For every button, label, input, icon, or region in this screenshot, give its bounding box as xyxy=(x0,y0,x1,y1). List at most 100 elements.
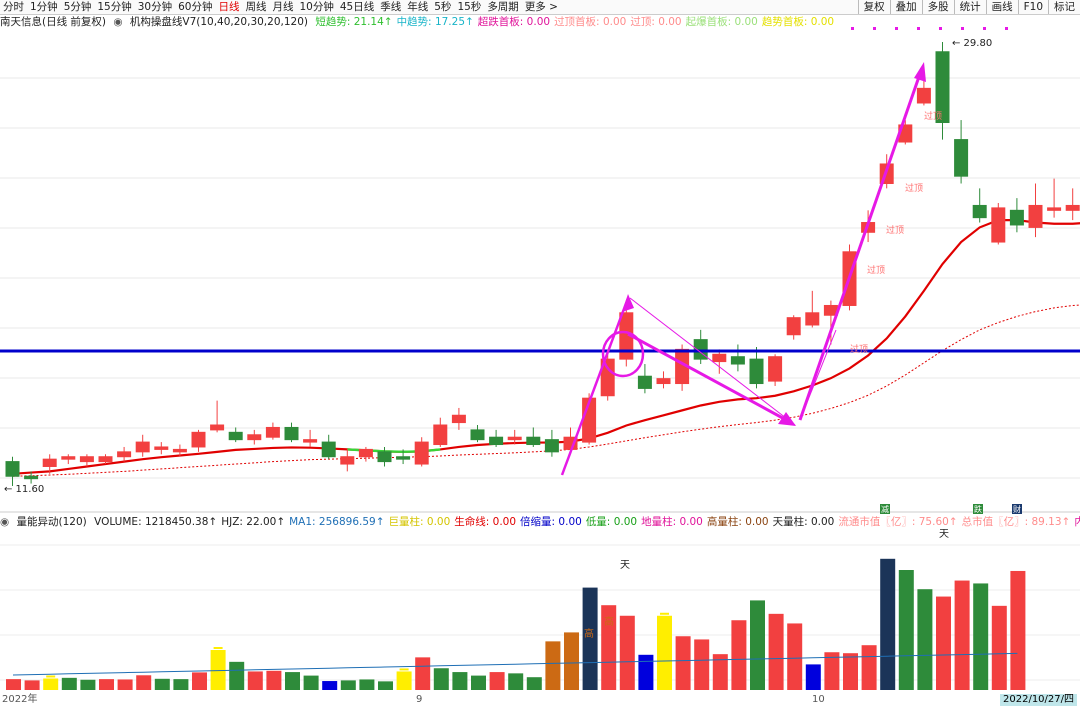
candle-24 xyxy=(451,414,466,424)
volume-bar-20 xyxy=(378,681,393,690)
tool-button-4[interactable]: 画线 xyxy=(985,0,1018,14)
period-tab-15[interactable]: 多周期 xyxy=(487,1,519,13)
volume-bar-50 xyxy=(936,596,951,690)
volume-bar-2 xyxy=(43,678,59,690)
volume-bar-0 xyxy=(6,679,21,690)
volume-value-12: 内外比: 0.91 xyxy=(1074,516,1080,528)
period-tab-2[interactable]: 5分钟 xyxy=(63,1,92,13)
volume-value-3: 巨量柱: 0.00 xyxy=(388,516,451,528)
period-tab-10[interactable]: 45日线 xyxy=(339,1,375,13)
volume-value-8: 高量柱: 0.00 xyxy=(706,516,769,528)
candle-8 xyxy=(154,446,169,450)
candle-34 xyxy=(637,375,652,389)
vol-signal-3: 天 xyxy=(939,529,949,540)
volume-bar-36 xyxy=(675,636,691,690)
tool-button-1[interactable]: 叠加 xyxy=(889,0,922,14)
arrow-up-2-head xyxy=(914,62,926,82)
volume-bar-45 xyxy=(843,653,858,690)
period-tab-1[interactable]: 1分钟 xyxy=(30,1,58,13)
period-tab-0[interactable]: 分时 xyxy=(3,1,24,13)
volume-bar-4 xyxy=(80,679,96,690)
period-tab-11[interactable]: 季线 xyxy=(380,1,402,13)
candle-25 xyxy=(470,429,485,441)
volume-bar-22 xyxy=(415,657,431,690)
tool-button-5[interactable]: F10 xyxy=(1017,0,1048,14)
high-price-label: ← 29.80 xyxy=(952,38,992,49)
tool-button-2[interactable]: 多股 xyxy=(921,0,954,14)
candle-42 xyxy=(786,317,801,336)
date-year: 2022年 xyxy=(2,694,38,705)
signal-dot-2 xyxy=(895,27,898,30)
candle-6 xyxy=(117,451,132,458)
candle-2 xyxy=(42,458,57,467)
volume-cap-21 xyxy=(399,668,409,671)
candle-56 xyxy=(1047,207,1062,211)
formula-icon[interactable]: ◉ xyxy=(113,16,123,28)
volume-bar-11 xyxy=(210,650,226,690)
volume-value-11: 总市值〖亿〗: 89.13↑ xyxy=(961,516,1071,528)
formula-name[interactable]: 机构操盘线V7(10,40,20,30,20,120) xyxy=(129,16,308,28)
candle-3 xyxy=(61,456,76,460)
volume-bar-28 xyxy=(526,677,542,690)
volume-bar-16 xyxy=(303,675,319,690)
volume-title[interactable]: 量能异动(120) xyxy=(16,516,87,528)
volume-bar-34 xyxy=(638,654,654,690)
signal-dot-6 xyxy=(983,27,986,30)
volume-bar-23 xyxy=(433,668,449,690)
tool-button-3[interactable]: 统计 xyxy=(953,0,986,14)
volume-bar-6 xyxy=(117,679,133,690)
period-tab-6[interactable]: 日线 xyxy=(218,1,240,13)
volume-bar-42 xyxy=(787,623,803,690)
volume-value-2: MA1: 256896.59↑ xyxy=(289,516,385,528)
indicator-legend: 南天信息(日线 前复权) ◉ 机构操盘线V7(10,40,20,30,20,12… xyxy=(0,15,1080,29)
volume-bar-51 xyxy=(954,580,970,690)
candle-4 xyxy=(79,456,94,463)
candle-40 xyxy=(749,358,764,385)
period-tab-3[interactable]: 15分钟 xyxy=(97,1,132,13)
period-tab-14[interactable]: 15秒 xyxy=(457,1,482,13)
candle-57 xyxy=(1065,204,1080,211)
arrow-down-thin xyxy=(629,297,796,426)
volume-bar-31 xyxy=(582,587,598,690)
period-tab-9[interactable]: 10分钟 xyxy=(299,1,334,13)
tag-text-1: 跌 xyxy=(974,504,982,514)
candle-21 xyxy=(396,456,411,460)
ma-short-line xyxy=(12,218,1080,475)
volume-bar-52 xyxy=(973,583,989,690)
tool-button-0[interactable]: 复权 xyxy=(857,0,890,14)
arrow-up-2 xyxy=(798,67,924,421)
volume-value-5: 倍缩量: 0.00 xyxy=(520,516,582,528)
volume-bar-5 xyxy=(99,679,114,690)
period-tab-7[interactable]: 周线 xyxy=(245,1,267,13)
volume-bar-25 xyxy=(471,675,486,690)
low-price-label: ← 11.60 xyxy=(4,484,44,495)
volume-icon[interactable]: ◉ xyxy=(0,516,10,528)
candle-9 xyxy=(172,448,187,453)
volume-bar-13 xyxy=(247,671,263,690)
candle-41 xyxy=(768,356,783,382)
signal-dot-3 xyxy=(917,27,920,30)
period-tab-4[interactable]: 30分钟 xyxy=(137,1,173,13)
period-tab-12[interactable]: 年线 xyxy=(407,1,429,13)
period-tab-16[interactable]: 更多 > xyxy=(524,1,558,13)
tool-button-6[interactable]: 标记 xyxy=(1048,0,1080,14)
period-tab-8[interactable]: 月线 xyxy=(272,1,294,13)
guoding-label-0: 过顶 xyxy=(850,343,868,355)
candle-39 xyxy=(730,356,745,365)
signal-dot-7 xyxy=(1005,27,1008,30)
stock-title[interactable]: 南天信息(日线 前复权) xyxy=(0,16,107,28)
volume-bar-33 xyxy=(619,615,635,690)
volume-bar-46 xyxy=(861,645,877,690)
period-tab-5[interactable]: 60分钟 xyxy=(178,1,213,13)
tag-text-0: 减 xyxy=(881,504,889,514)
volume-bar-41 xyxy=(768,613,784,690)
period-tab-13[interactable]: 5秒 xyxy=(434,1,452,13)
candle-35 xyxy=(656,378,671,385)
volume-cap-35 xyxy=(660,612,669,615)
candle-52 xyxy=(972,204,987,219)
candle-7 xyxy=(135,441,150,453)
candle-27 xyxy=(507,436,522,441)
guoding-label-4: 过顶 xyxy=(924,110,942,122)
candle-13 xyxy=(247,434,262,441)
